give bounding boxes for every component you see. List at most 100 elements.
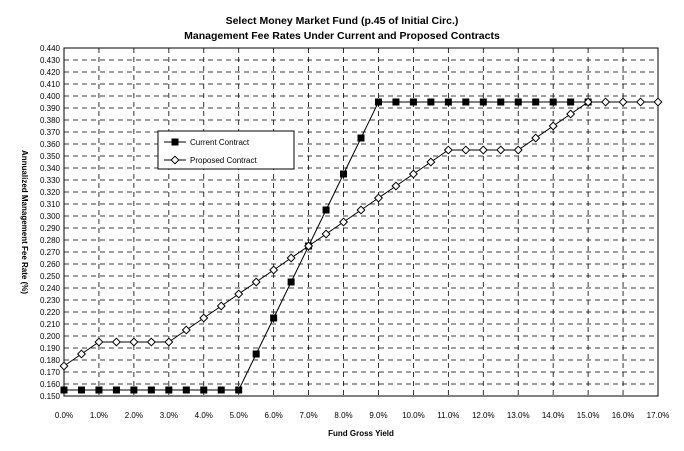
x-tick-label: 15.0% xyxy=(577,411,600,420)
x-tick-label: 10.0% xyxy=(402,411,425,420)
y-tick-label: 0.210 xyxy=(40,320,61,329)
data-point-marker xyxy=(653,97,663,107)
data-point-marker xyxy=(427,98,435,106)
data-point-marker xyxy=(618,97,628,107)
x-tick-label: 5.0% xyxy=(230,411,248,420)
x-tick-label: 9.0% xyxy=(369,411,387,420)
legend-label: Current Contract xyxy=(190,138,250,147)
x-tick-label: 3.0% xyxy=(160,411,178,420)
data-point-marker xyxy=(287,278,295,286)
data-point-marker xyxy=(251,277,261,287)
data-point-marker xyxy=(234,289,244,299)
y-tick-label: 0.260 xyxy=(40,260,61,269)
y-tick-label: 0.400 xyxy=(40,92,61,101)
y-tick-label: 0.330 xyxy=(40,176,61,185)
data-point-marker xyxy=(216,301,226,311)
y-tick-label: 0.390 xyxy=(40,104,61,113)
data-point-marker xyxy=(269,265,279,275)
x-tick-label: 6.0% xyxy=(265,411,283,420)
y-tick-label: 0.320 xyxy=(40,188,61,197)
data-point-marker xyxy=(601,97,611,107)
x-tick-label: 14.0% xyxy=(542,411,565,420)
series-lines xyxy=(59,97,663,394)
data-point-marker xyxy=(322,206,330,214)
y-tick-label: 0.200 xyxy=(40,332,61,341)
x-axis-tick-labels: 0.0% 1.0% 2.0% 3.0% 4.0% 5.0% 6.0% 7.0% 8.0% 9.0%… xyxy=(55,411,669,420)
y-tick-label: 0.170 xyxy=(40,368,61,377)
data-point-marker xyxy=(94,337,104,347)
y-tick-label: 0.280 xyxy=(40,236,61,245)
x-tick-label: 13.0% xyxy=(507,411,530,420)
y-tick-label: 0.370 xyxy=(40,128,61,137)
data-point-marker xyxy=(130,386,138,394)
x-tick-label: 1.0% xyxy=(90,411,108,420)
y-tick-label: 0.250 xyxy=(40,272,61,281)
data-point-marker xyxy=(408,169,418,179)
data-point-marker xyxy=(443,145,453,155)
x-tick-label: 12.0% xyxy=(472,411,495,420)
data-point-marker xyxy=(444,98,452,106)
data-point-marker xyxy=(532,98,540,106)
x-axis-title: Fund Gross Yield xyxy=(328,429,394,438)
data-point-marker xyxy=(514,98,522,106)
x-tick-label: 7.0% xyxy=(299,411,317,420)
y-tick-label: 0.360 xyxy=(40,140,61,149)
legend-box xyxy=(157,130,295,170)
plot-area-border xyxy=(63,47,659,397)
data-point-marker xyxy=(339,217,349,227)
data-point-marker xyxy=(497,98,505,106)
y-tick-label: 0.300 xyxy=(40,212,61,221)
y-tick-label: 0.270 xyxy=(40,248,61,257)
data-point-marker xyxy=(270,314,278,322)
x-tick-label: 2.0% xyxy=(125,411,143,420)
data-point-marker xyxy=(111,337,121,347)
data-point-marker xyxy=(165,386,173,394)
x-tick-label: 4.0% xyxy=(195,411,213,420)
x-tick-label: 17.0% xyxy=(647,411,670,420)
data-point-marker xyxy=(76,349,86,359)
y-tick-label: 0.150 xyxy=(40,392,61,401)
data-point-marker xyxy=(182,386,190,394)
data-point-marker xyxy=(567,98,575,106)
data-point-marker xyxy=(478,145,488,155)
y-tick-label: 0.350 xyxy=(40,152,61,161)
chart-title-line-1: Select Money Market Fund (p.45 of Initia… xyxy=(226,15,459,27)
y-axis-tick-labels: 0.150 0.160 0.170 0.180 0.190 0.200 0.210 0.220… xyxy=(40,44,61,401)
y-tick-label: 0.440 xyxy=(40,44,61,53)
data-point-marker xyxy=(531,133,541,143)
data-point-marker xyxy=(391,181,401,191)
data-point-marker xyxy=(549,98,557,106)
gridlines xyxy=(63,47,659,397)
y-axis-title: Annualized Management Fee Rate (%) xyxy=(20,150,29,294)
data-point-marker xyxy=(60,386,68,394)
y-tick-label: 0.240 xyxy=(40,284,61,293)
series-proposed-contract xyxy=(59,97,663,371)
data-point-marker xyxy=(461,145,471,155)
data-point-marker xyxy=(146,337,156,347)
data-point-marker xyxy=(340,170,348,178)
data-point-marker xyxy=(583,97,593,107)
data-point-marker xyxy=(513,145,523,155)
chart-title-line-2: Management Fee Rates Under Current and P… xyxy=(184,30,500,42)
y-tick-label: 0.160 xyxy=(40,380,61,389)
x-tick-label: 11.0% xyxy=(437,411,459,420)
data-point-marker xyxy=(374,98,382,106)
data-point-marker xyxy=(59,361,69,371)
y-tick-label: 0.220 xyxy=(40,308,61,317)
data-point-marker xyxy=(636,97,646,107)
x-tick-label: 16.0% xyxy=(612,411,635,420)
data-point-marker xyxy=(164,337,174,347)
y-tick-label: 0.180 xyxy=(40,356,61,365)
legend: Current Contract Proposed Contract xyxy=(157,130,295,170)
y-tick-label: 0.430 xyxy=(40,56,61,65)
legend-label: Proposed Contract xyxy=(190,156,257,165)
data-point-marker xyxy=(199,313,209,323)
y-tick-label: 0.230 xyxy=(40,296,61,305)
legend-swatch-marker xyxy=(170,155,180,165)
data-point-marker xyxy=(147,386,155,394)
y-tick-label: 0.420 xyxy=(40,68,61,77)
data-point-marker xyxy=(373,193,383,203)
data-point-marker xyxy=(426,157,436,167)
data-point-marker xyxy=(566,109,576,119)
